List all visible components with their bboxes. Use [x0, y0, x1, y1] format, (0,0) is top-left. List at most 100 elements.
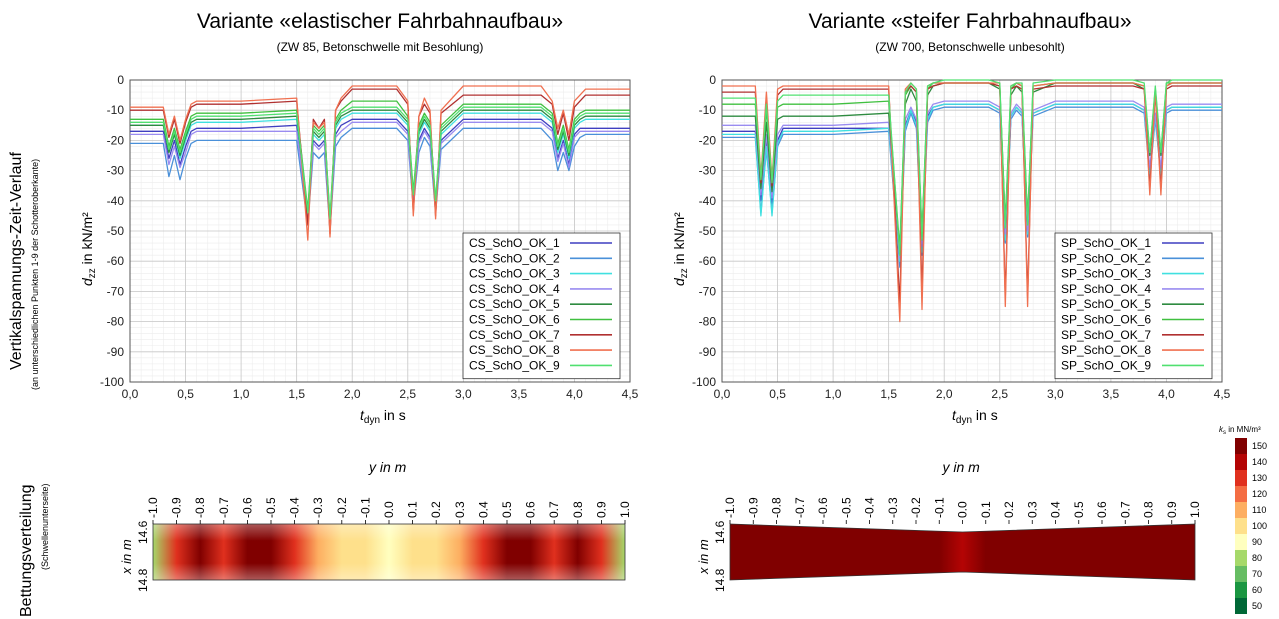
y-tick-label: -30 — [107, 164, 125, 178]
colorbar-tick-label: 60 — [1252, 585, 1262, 595]
y-tick-label: -80 — [107, 315, 125, 329]
row-label-top-sub: (an unterschiedlichen Punkten 1-9 der Sc… — [30, 158, 40, 390]
y-tick-label: -40 — [699, 194, 717, 208]
y-tick-label: -0.9 — [746, 497, 760, 518]
row-label-bottom-sub: (Schwellenunterseite) — [40, 483, 50, 570]
series-line-9 — [722, 79, 1222, 256]
y-tick-label: 1.0 — [1188, 501, 1202, 518]
colorbar-swatch — [1235, 598, 1247, 614]
y-tick-label: -60 — [107, 254, 125, 268]
row-label-top: Vertikalspannungs-Zeit-Verlauf — [8, 152, 25, 370]
y-tick-label: -0.4 — [288, 497, 302, 518]
y-tick-label: -80 — [699, 315, 717, 329]
x-tick-label: 3,5 — [511, 387, 528, 401]
y-tick-label: 1.0 — [618, 501, 632, 518]
y-tick-label: 0.8 — [1142, 501, 1156, 518]
y-tick-label: -70 — [107, 284, 125, 298]
y-tick-label: -0.7 — [793, 497, 807, 518]
y-tick-label: -50 — [699, 224, 717, 238]
colorbar-tick-label: 70 — [1252, 569, 1262, 579]
y-tick-label: -0.6 — [816, 497, 830, 518]
legend-label: SP_SchO_OK_9 — [1061, 358, 1151, 372]
y-tick-label: -100 — [692, 375, 716, 389]
x-tick-label: 4,5 — [1214, 387, 1231, 401]
colorbar-swatch — [1235, 534, 1247, 550]
y-tick-label: -0.5 — [264, 497, 278, 518]
series-line-4 — [722, 100, 1222, 259]
x-tick-label: 2,0 — [344, 387, 361, 401]
y-tick-label: -0.8 — [770, 497, 784, 518]
y-tick-label: 0 — [117, 73, 124, 87]
y-tick-label: -10 — [107, 103, 125, 117]
y-tick-label: 0.2 — [1002, 501, 1016, 518]
legend-label: CS_SchO_OK_2 — [469, 251, 560, 265]
y-tick-label: 0.4 — [1049, 501, 1063, 518]
colorbar-tick-label: 80 — [1252, 553, 1262, 563]
x-tick-label: 1,0 — [825, 387, 842, 401]
legend-label: SP_SchO_OK_4 — [1061, 282, 1151, 296]
colorbar-tick-label: 90 — [1252, 537, 1262, 547]
y-tick-label: -0.3 — [886, 497, 900, 518]
x-tick-label: 14.8 — [136, 568, 150, 592]
colorbar-swatch — [1235, 566, 1247, 582]
colorbar-tick-label: 100 — [1252, 521, 1267, 531]
y-tick-label: 0.9 — [594, 501, 608, 518]
y-tick-label: -0.2 — [909, 497, 923, 518]
bedding-map-elastic: -1.0 -0.9 -0.8 -0.7 -0.6 -0.5 -0.4 -0.3 -0.2 -0.1… — [119, 459, 632, 592]
y-tick-label: -0.4 — [863, 497, 877, 518]
y-tick-label: 0.1 — [979, 501, 993, 518]
colorbar-swatch — [1235, 518, 1247, 534]
series-line-9 — [130, 106, 630, 220]
x-tick-label: 14.6 — [713, 520, 727, 544]
y-tick-label: -20 — [699, 133, 717, 147]
legend-label: SP_SchO_OK_8 — [1061, 343, 1151, 357]
y-tick-label: 0.5 — [500, 501, 514, 518]
y-tick-label: -0.9 — [170, 497, 184, 518]
y-tick-label: 0.3 — [1025, 501, 1039, 518]
y-tick-label: 0.5 — [1072, 501, 1086, 518]
legend-box — [1054, 232, 1213, 380]
y-tick-label: -0.5 — [839, 497, 853, 518]
series-line-7 — [130, 88, 630, 235]
y-tick-label: 0.1 — [406, 501, 420, 518]
right-subtitle: (ZW 700, Betonschwelle unbesohlt) — [875, 40, 1065, 54]
colorbar-swatch — [1235, 582, 1247, 598]
y-tick-label: 0.2 — [429, 501, 443, 518]
x-tick-label: 0,0 — [122, 387, 139, 401]
legend-label: CS_SchO_OK_8 — [469, 343, 560, 357]
colorbar-tick-label: 130 — [1252, 473, 1267, 483]
bedding-field — [729, 523, 1196, 581]
y-tick-label: 0.6 — [1095, 501, 1109, 518]
y-tick-label: 0.8 — [571, 501, 585, 518]
y-tick-label: -90 — [699, 345, 717, 359]
y-tick-label: -20 — [107, 133, 125, 147]
row-label-bottom: Bettungsverteilung — [18, 484, 35, 617]
colorbar-swatch — [1235, 454, 1247, 470]
colorbar-tick-label: 110 — [1252, 505, 1266, 515]
x-tick-label: 3,0 — [455, 387, 472, 401]
legend-box — [462, 232, 621, 380]
x-tick-label: 4,5 — [622, 387, 639, 401]
y-tick-label: 0 — [709, 73, 716, 87]
map-x-axis-label: y in m — [942, 459, 981, 475]
x-axis-label: tdyn in s — [360, 407, 406, 426]
x-tick-label: 1,0 — [233, 387, 250, 401]
left-title: Variante «elastischer Fahrbahnaufbau» — [196, 10, 564, 33]
ks-colorbar: ks in MN/m³ 150 140 130 120 110 100 90 80 70 60 50 — [1219, 425, 1267, 614]
y-tick-label: 0.0 — [382, 501, 396, 518]
y-tick-label: -0.2 — [335, 497, 349, 518]
legend-label: CS_SchO_OK_1 — [469, 236, 560, 250]
y-tick-label: -90 — [107, 345, 125, 359]
x-tick-label: 3,5 — [1103, 387, 1120, 401]
legend-label: SP_SchO_OK_7 — [1061, 328, 1151, 342]
bedding-shading — [153, 524, 625, 580]
map-x-axis-label: y in m — [368, 459, 407, 475]
map-y-axis-label: x in m — [119, 539, 134, 575]
y-tick-label: -40 — [107, 194, 125, 208]
map-y-axis-label: x in m — [696, 539, 711, 575]
x-tick-label: 0,0 — [714, 387, 731, 401]
x-tick-label: 1,5 — [880, 387, 897, 401]
right-title: Variante «steifer Fahrbahnaufbau» — [808, 10, 1132, 33]
legend-label: SP_SchO_OK_6 — [1061, 313, 1151, 327]
y-tick-label: -0.6 — [240, 497, 254, 518]
